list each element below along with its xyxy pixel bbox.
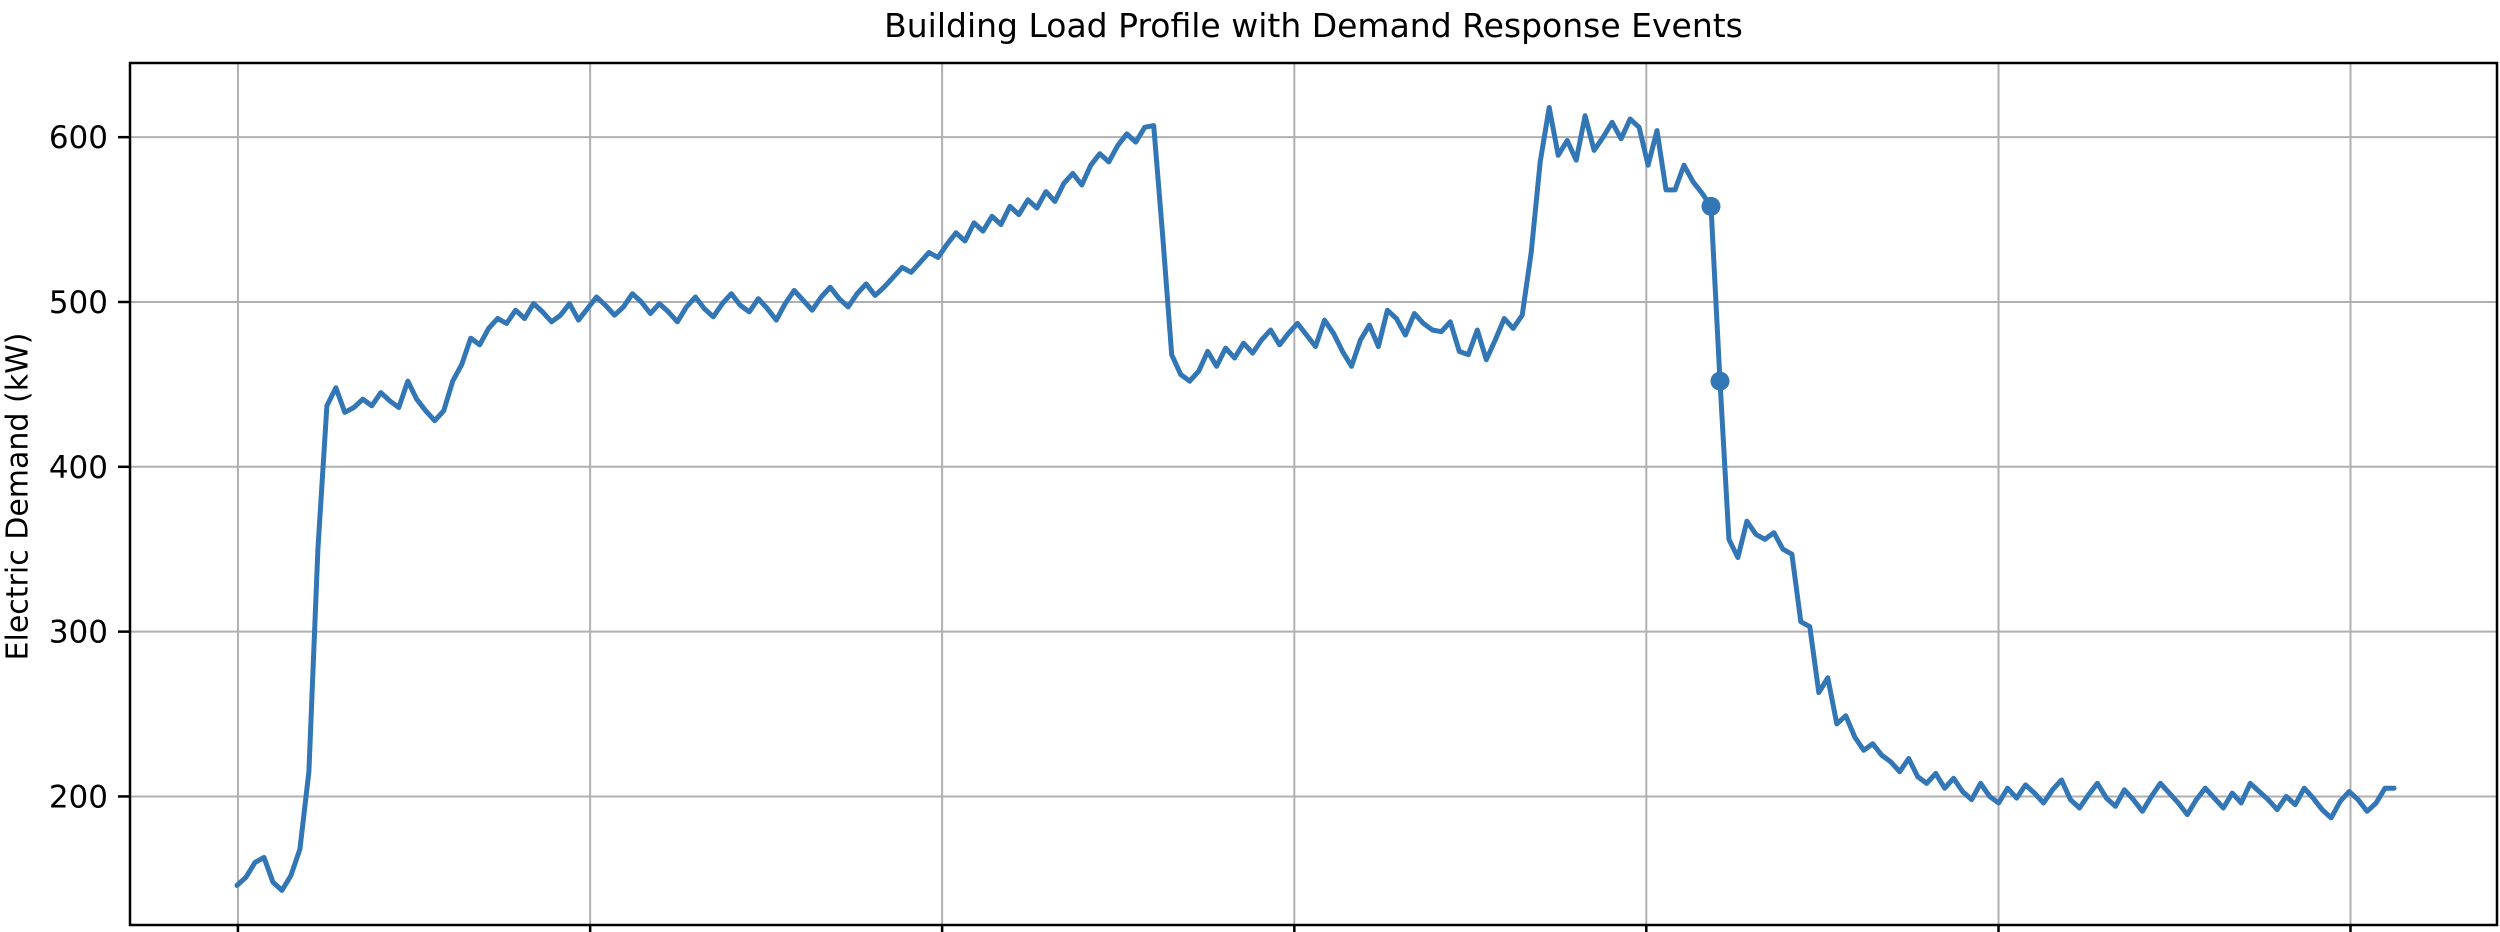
y-tick-label: 200 [49,779,108,815]
demand-response-event-marker [1701,196,1721,216]
y-tick-label: 300 [49,615,108,651]
electric-demand-line [234,105,2397,893]
y-tick-label: 400 [49,450,108,486]
plot-background [130,63,2497,925]
demand-response-event-marker [1710,371,1730,391]
plot-frame [128,61,2499,927]
y-tick-label: 600 [49,120,108,156]
y-tick-label: 500 [49,285,108,321]
chart-title: Building Load Profile with Demand Respon… [884,6,1743,45]
